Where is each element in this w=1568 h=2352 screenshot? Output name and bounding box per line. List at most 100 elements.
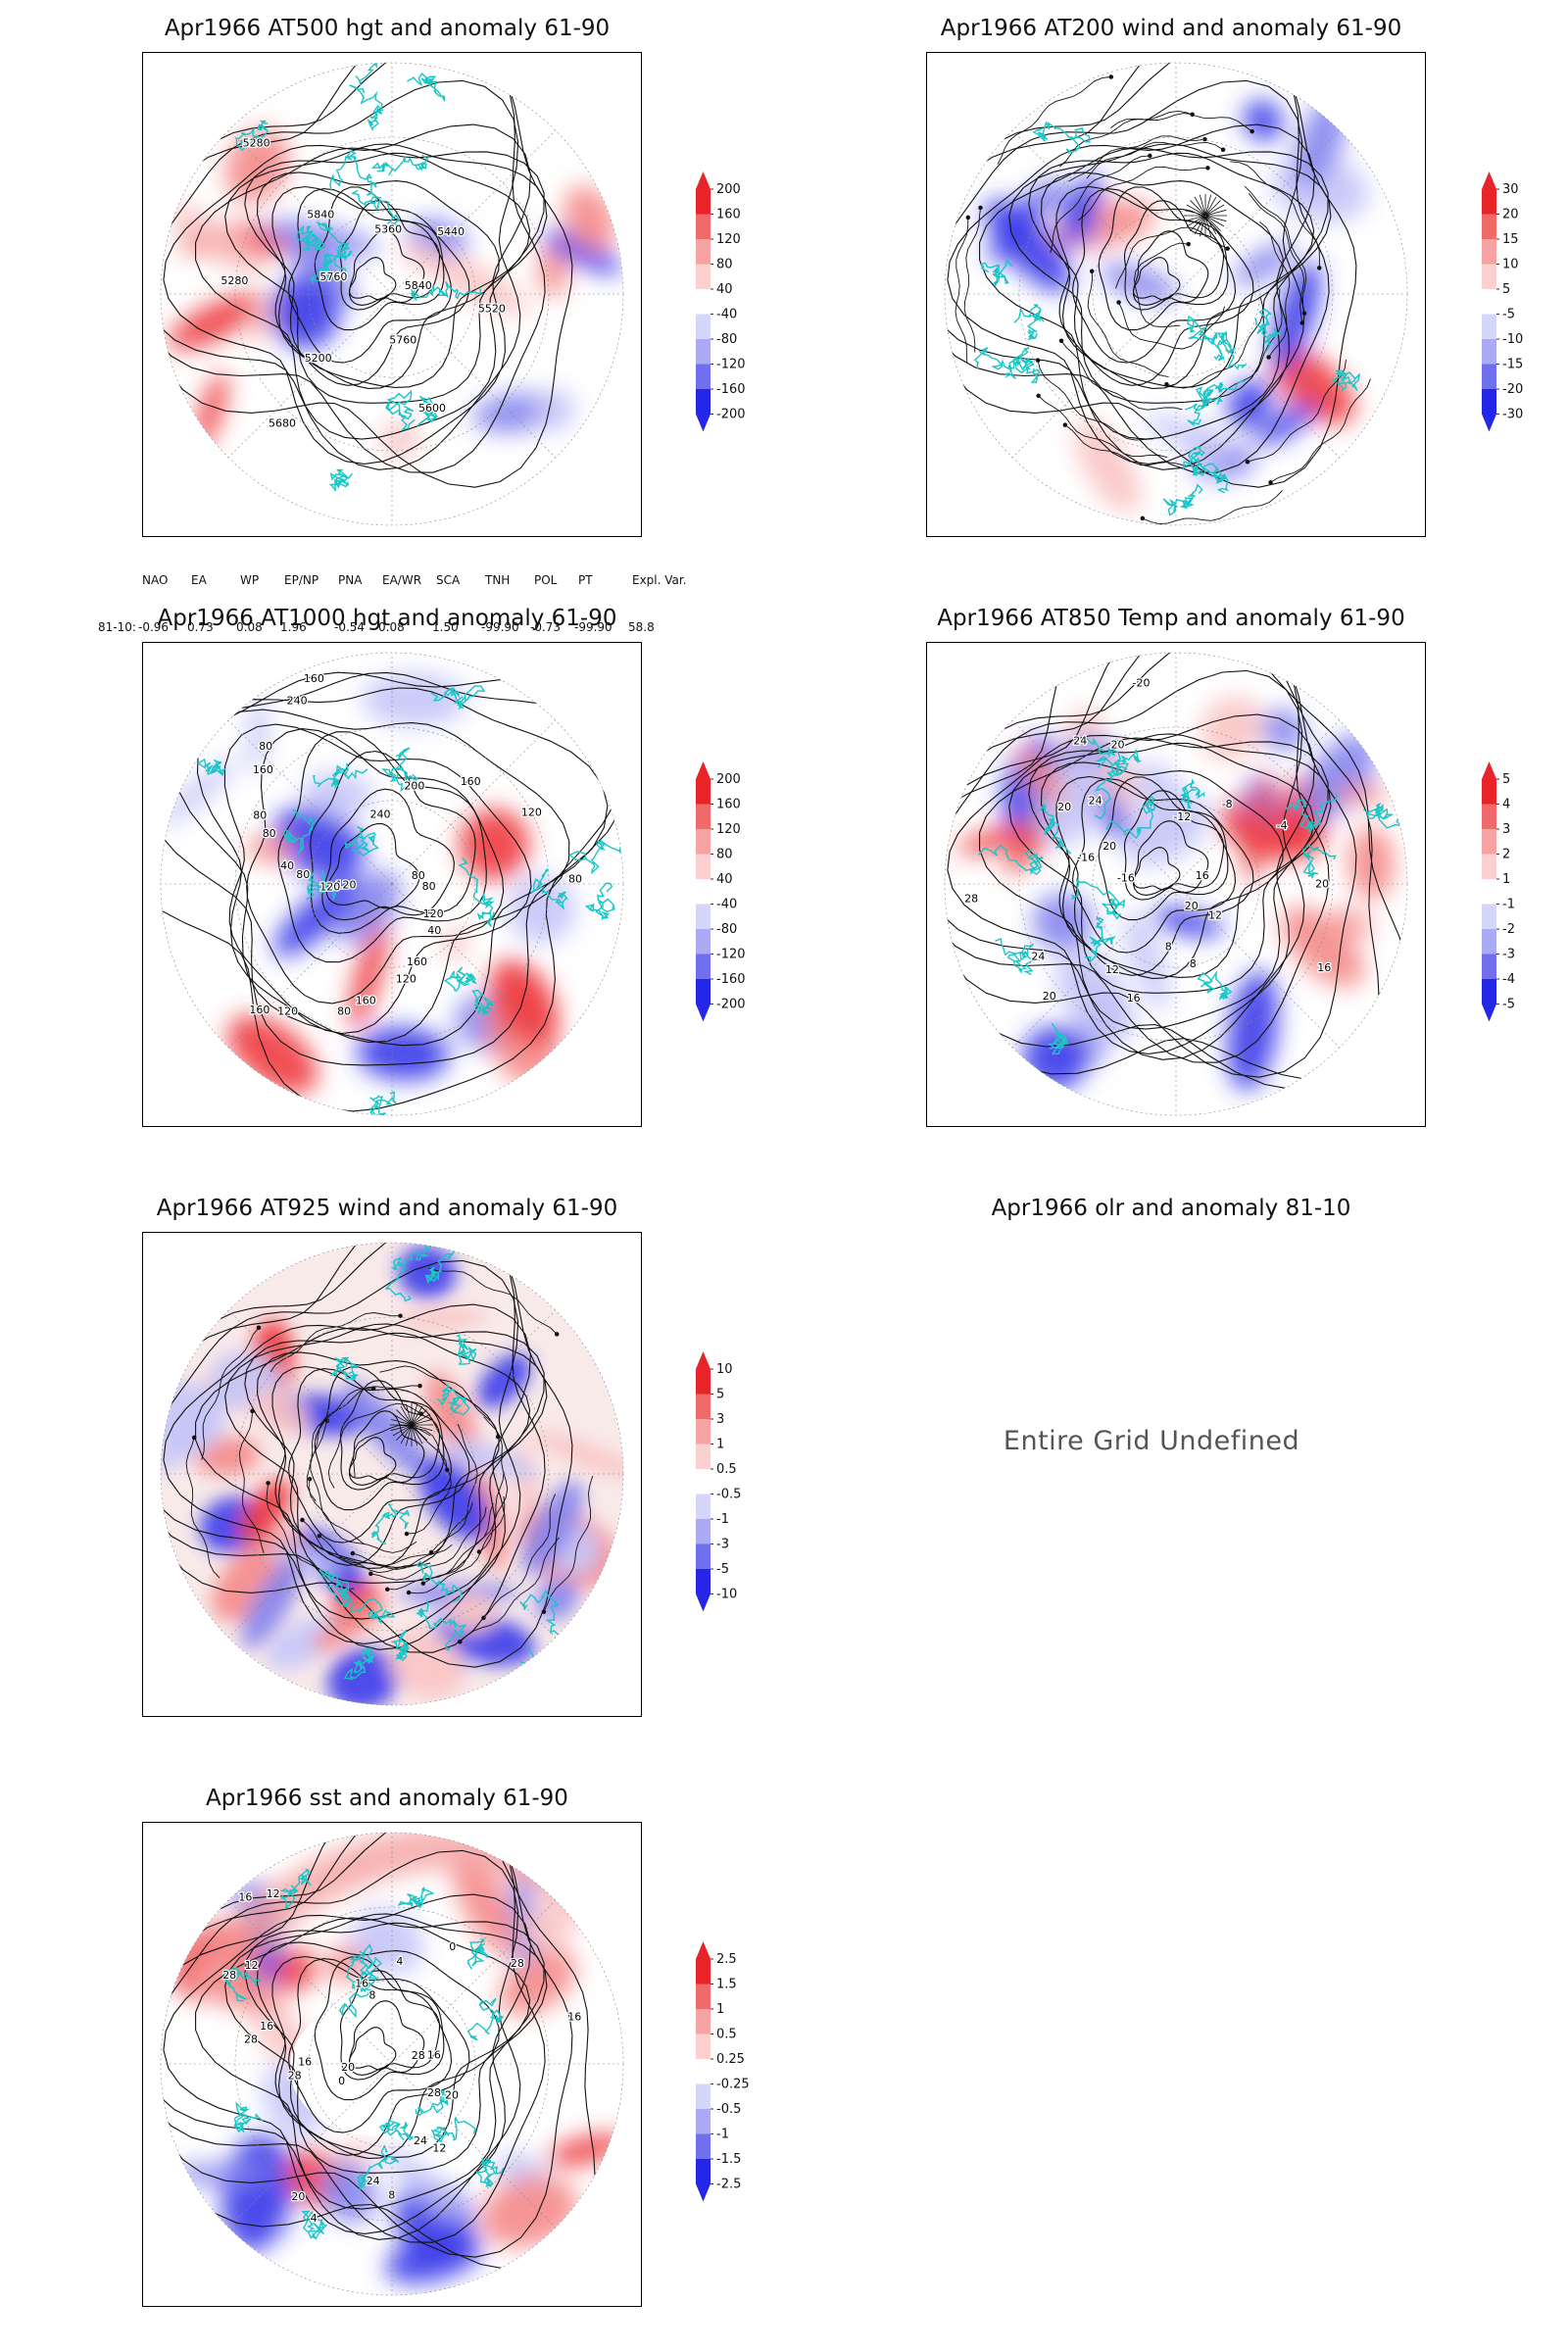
colorbar-tick-label: -160 <box>716 382 746 397</box>
colorbar-tick-label: 1 <box>716 1438 724 1452</box>
pole-convergence <box>1184 194 1227 237</box>
colorbar-tick-label: -200 <box>716 408 746 422</box>
contour-label: 16 <box>427 2048 441 2061</box>
contour-label: 4 <box>396 1955 403 1968</box>
colorbar-tick-label: 120 <box>716 232 741 247</box>
polar-map-svg <box>160 1242 624 1706</box>
colorbar-tick-label: -200 <box>716 998 746 1012</box>
index-header-1: EA <box>191 573 207 587</box>
colorbar-tick-label: 15 <box>1502 232 1519 247</box>
contour-label: 5280 <box>243 137 270 150</box>
index-value-10: 58.8 <box>628 620 655 634</box>
contour-label: 20 <box>341 2061 355 2074</box>
contour-label: 120 <box>396 972 416 985</box>
graticule <box>160 62 624 526</box>
colorbar-tick-label: -1 <box>716 1512 729 1527</box>
colorbar-tick-label: 1.5 <box>716 1978 737 1992</box>
colorbar-tick-label: -3 <box>716 1538 729 1552</box>
colorbar-tick-label: -0.5 <box>716 2102 741 2117</box>
colorbar-arrow-bottom <box>696 1004 710 1022</box>
index-value-9: -99.90 <box>574 620 612 634</box>
index-header-8: POL <box>534 573 558 587</box>
graticule <box>160 1242 624 1706</box>
colorbar-tick-label: 160 <box>716 798 741 812</box>
contour-label: 16 <box>1196 869 1209 882</box>
colorbar-swatch <box>696 779 710 805</box>
index-table: NAO EA WP EP/NP PNA EA/WR SCA TNH POL PT Expl. Var… <box>98 546 706 654</box>
map-panel-500hgt: 5840 5760 5200 5280 5280 5360 5440 5520 5600 5680… <box>142 52 642 537</box>
colorbar-swatch <box>1482 804 1496 829</box>
index-header-10: Expl. Var. <box>632 573 687 587</box>
colorbar-tick-label: -10 <box>716 1588 737 1602</box>
contour-lines <box>945 653 1407 1091</box>
colorbar-tick-label: -120 <box>716 358 746 372</box>
contour-label: 5680 <box>269 417 296 430</box>
contour-label: 80 <box>412 869 425 882</box>
contour-label: 80 <box>263 827 276 840</box>
colorbar-tick-label: -1 <box>1502 898 1515 912</box>
colorbar-tick-label: 80 <box>716 848 733 862</box>
colorbar-swatch <box>696 879 710 905</box>
colorbar-swatch <box>1482 904 1496 929</box>
polar-map-svg: 5840 5760 5200 5280 5280 5360 5440 5520 5600 5680… <box>160 62 624 526</box>
contour-label: 240 <box>287 694 308 707</box>
colorbar-swatch <box>696 979 710 1004</box>
colorbar-925wind: 10 5 3 1 0.5 -0.5 -1 -3 -5 -10 <box>686 1351 764 1640</box>
contour-label: 28 <box>964 893 978 906</box>
map-panel-1000hgt: 80 120 160 160 120 120 80 80 160 240 240 200 160 120 8… <box>142 642 642 1127</box>
colorbar-swatch <box>1482 289 1496 315</box>
contour-label: -12 <box>1173 810 1191 823</box>
contour-label: 20 <box>445 2089 459 2102</box>
colorbar-tick-label: 0.5 <box>716 2028 737 2042</box>
colorbar-tick-label: 80 <box>716 258 733 272</box>
contour-label-group: 2828242420201616121284028161620128402828… <box>221 1886 583 2226</box>
contour-label: 80 <box>296 868 310 881</box>
colorbar-swatch <box>1482 264 1496 289</box>
colorbar-tick-label: 0.25 <box>716 2052 745 2067</box>
graticule <box>944 62 1408 526</box>
colorbar-swatch <box>1482 879 1496 905</box>
coastlines <box>973 121 1361 516</box>
contour-label: 120 <box>277 1004 298 1017</box>
coastlines <box>235 63 482 492</box>
contour-label: 8 <box>388 2188 395 2201</box>
contour-label: 8 <box>1190 957 1197 970</box>
contour-label: 20 <box>1102 840 1116 853</box>
colorbar-swatch <box>696 1469 710 1494</box>
colorbar-swatch <box>696 2034 710 2059</box>
colorbar-tick-label: -5 <box>1502 308 1515 322</box>
graticule <box>160 1832 624 2296</box>
colorbar-tick-label: 2.5 <box>716 1952 737 1967</box>
colorbar-tick-label: 40 <box>716 282 733 297</box>
index-header-7: TNH <box>485 573 511 587</box>
colorbar-tick-label: 40 <box>716 872 733 887</box>
colorbar-swatch <box>1482 979 1496 1004</box>
index-value-8: -0.73 <box>530 620 562 634</box>
colorbar-swatch <box>696 1369 710 1395</box>
coastlines <box>197 685 623 1115</box>
colorbar-arrow-bottom <box>696 2183 710 2202</box>
contour-label: 16 <box>355 1978 368 1990</box>
index-header-2: WP <box>240 573 260 587</box>
contour-label: 5440 <box>437 225 465 238</box>
colorbar-swatch <box>1482 364 1496 389</box>
colorbar-tick-label: -160 <box>716 972 746 987</box>
index-value-1: 0.73 <box>187 620 214 634</box>
colorbar-tick-label: 1 <box>716 2002 724 2017</box>
colorbar-swatch <box>696 1984 710 2009</box>
colorbar-tick-label: 4 <box>1502 798 1510 812</box>
index-value-4: -0.54 <box>334 620 366 634</box>
colorbar-tick-label: 30 <box>1502 182 1519 197</box>
streamlines <box>185 1267 594 1644</box>
contour-label: 40 <box>427 924 441 937</box>
contour-label: -16 <box>1117 871 1135 884</box>
colorbar-swatch <box>1482 779 1496 805</box>
contour-label: 20 <box>1057 801 1071 813</box>
anomaly-shading <box>161 1246 623 1705</box>
contour-label: 12 <box>1208 909 1222 922</box>
index-header-3: EP/NP <box>284 573 319 587</box>
colorbar-swatch <box>1482 929 1496 955</box>
colorbar-tick-label: 20 <box>1502 208 1519 222</box>
contour-label: -4 <box>1277 819 1288 832</box>
colorbar-arrow-top <box>1482 761 1496 779</box>
